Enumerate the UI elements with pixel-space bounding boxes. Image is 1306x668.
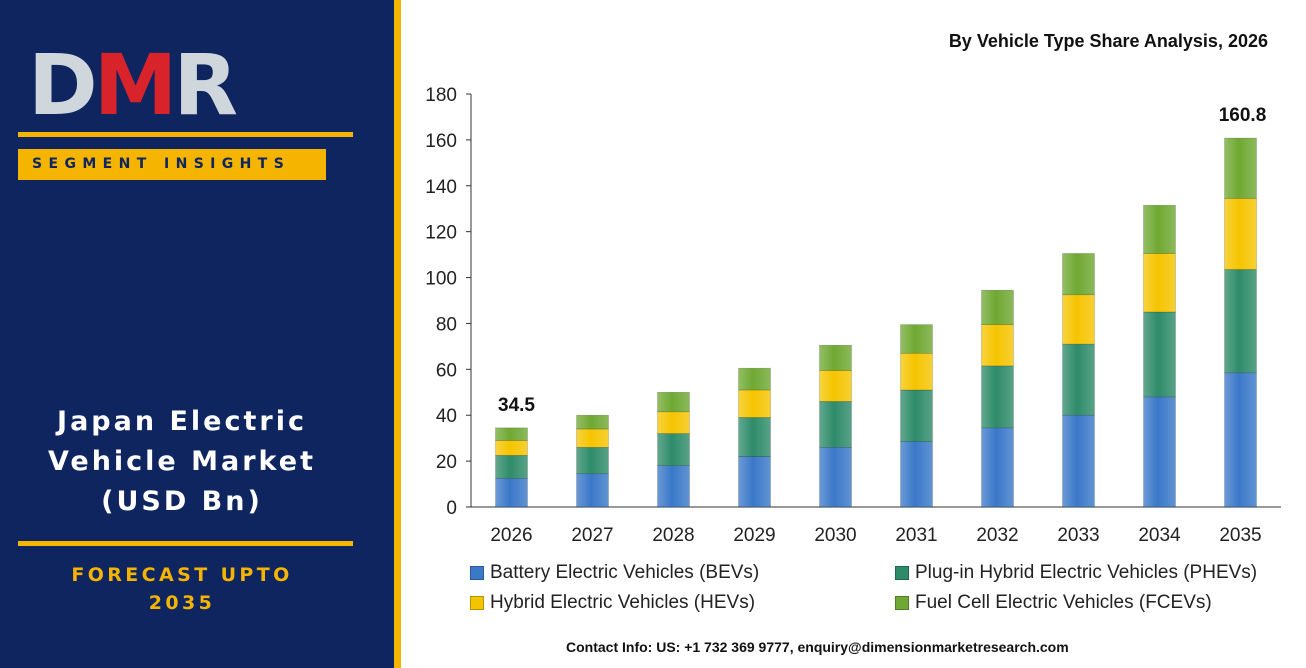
legend-swatch xyxy=(895,566,909,580)
bar-segment-2030-series-0 xyxy=(819,447,852,508)
bar-segment-2033-series-1 xyxy=(1062,343,1095,416)
legend-swatch xyxy=(470,566,484,580)
bar-segment-2030-series-3 xyxy=(819,344,852,371)
bar-segment-2032-series-0 xyxy=(981,427,1014,508)
legend-label: Battery Electric Vehicles (BEVs) xyxy=(490,562,760,583)
bar-segment-2029-series-3 xyxy=(738,367,771,391)
left-panel: DMR SEGMENT INSIGHTS Japan Electric Vehi… xyxy=(0,0,394,668)
bar-segment-2027-series-2 xyxy=(576,428,609,448)
data-label-2026: 34.5 xyxy=(498,395,535,416)
contact-info: Contact Info: US: +1 732 369 9777, enqui… xyxy=(566,639,1069,655)
bar-segment-2032-series-1 xyxy=(981,365,1014,429)
legend-label: Fuel Cell Electric Vehicles (FCEVs) xyxy=(915,592,1212,613)
bar-segment-2030-series-2 xyxy=(819,370,852,402)
bar-segment-2027-series-0 xyxy=(576,473,609,508)
bar-segment-2030-series-1 xyxy=(819,401,852,448)
y-tick-label: 140 xyxy=(425,177,457,198)
divider-top xyxy=(18,132,353,137)
bar-segment-2029-series-1 xyxy=(738,417,771,457)
legend-label: Hybrid Electric Vehicles (HEVs) xyxy=(490,592,756,613)
bar-segment-2033-series-2 xyxy=(1062,294,1095,345)
y-tick-label: 0 xyxy=(446,498,457,519)
chart-title: By Vehicle Type Share Analysis, 2026 xyxy=(948,31,1268,51)
y-tick-label: 160 xyxy=(425,131,457,152)
y-tick-label: 20 xyxy=(436,452,457,473)
logo-letter-r: R xyxy=(173,36,238,134)
legend-item-2: Hybrid Electric Vehicles (HEVs) xyxy=(470,592,755,614)
bar-segment-2028-series-1 xyxy=(657,433,690,467)
bar-segment-2035-series-2 xyxy=(1224,198,1257,270)
bar-segment-2031-series-0 xyxy=(900,441,933,508)
bar-segment-2031-series-3 xyxy=(900,324,933,354)
y-tick-label: 60 xyxy=(436,360,457,381)
legend-item-1: Plug-in Hybrid Electric Vehicles (PHEVs) xyxy=(895,562,1257,584)
bar-segment-2028-series-2 xyxy=(657,411,690,434)
x-tick-label: 2031 xyxy=(895,525,937,546)
y-tick-label: 100 xyxy=(425,269,457,290)
x-tick-label: 2034 xyxy=(1138,525,1181,546)
bar-segment-2035-series-1 xyxy=(1224,269,1257,374)
bar-segment-2028-series-3 xyxy=(657,391,690,413)
bar-segment-2026-series-2 xyxy=(495,440,528,456)
bar-segment-2028-series-0 xyxy=(657,465,690,508)
market-title-line-1: Japan Electric xyxy=(57,406,307,437)
bar-segment-2029-series-0 xyxy=(738,456,771,508)
bar-segment-2029-series-2 xyxy=(738,389,771,418)
bar-segment-2026-series-3 xyxy=(495,427,528,441)
bar-segment-2031-series-2 xyxy=(900,352,933,391)
x-tick-label: 2028 xyxy=(652,525,694,546)
bar-segment-2032-series-3 xyxy=(981,289,1014,325)
logo-letter-d: D xyxy=(28,36,98,134)
x-tick-label: 2027 xyxy=(571,525,613,546)
legend-item-3: Fuel Cell Electric Vehicles (FCEVs) xyxy=(895,592,1212,614)
bar-segment-2035-series-0 xyxy=(1224,372,1257,508)
legend-label: Plug-in Hybrid Electric Vehicles (PHEVs) xyxy=(915,562,1258,583)
bar-segment-2027-series-3 xyxy=(576,414,609,430)
bar-segment-2034-series-0 xyxy=(1143,396,1176,508)
forecast-label: FORECAST UPTO 2035 xyxy=(0,561,364,617)
forecast-line-1: FORECAST UPTO xyxy=(71,564,293,586)
x-tick-label: 2035 xyxy=(1219,525,1261,546)
bar-segment-2031-series-1 xyxy=(900,389,933,442)
x-tick-label: 2029 xyxy=(733,525,775,546)
bar-segment-2034-series-3 xyxy=(1143,204,1176,254)
market-title-line-2: Vehicle Market xyxy=(47,446,317,477)
y-tick-label: 180 xyxy=(425,85,457,106)
legend-swatch xyxy=(470,596,484,610)
x-tick-label: 2033 xyxy=(1057,525,1099,546)
bar-segment-2034-series-2 xyxy=(1143,253,1176,313)
bar-segment-2035-series-3 xyxy=(1224,137,1257,199)
x-tick-label: 2030 xyxy=(814,525,856,546)
bar-segment-2034-series-1 xyxy=(1143,311,1176,398)
data-label-2035: 160.8 xyxy=(1219,105,1267,126)
bar-segment-2026-series-1 xyxy=(495,455,528,479)
bar-segment-2033-series-0 xyxy=(1062,414,1095,508)
market-title-line-3: (USD Bn) xyxy=(101,486,263,517)
stacked-bar-chart: 0 20 40 60 80 100 120 140 160 180 2026 34.5 2027 2028… xyxy=(425,85,1281,546)
bar-segment-2033-series-3 xyxy=(1062,253,1095,296)
y-tick-label: 40 xyxy=(436,406,457,427)
forecast-line-2: 2035 xyxy=(148,592,216,614)
segment-insights-label: SEGMENT INSIGHTS xyxy=(18,149,326,180)
bar-segment-2027-series-1 xyxy=(576,447,609,475)
legend-item-0: Battery Electric Vehicles (BEVs) xyxy=(470,562,759,584)
bar-segment-2026-series-0 xyxy=(495,478,528,508)
divider-bottom xyxy=(18,541,353,546)
market-title: Japan Electric Vehicle Market (USD Bn) xyxy=(0,402,364,522)
y-tick-label: 80 xyxy=(436,314,457,335)
x-tick-label: 2032 xyxy=(976,525,1018,546)
x-tick-label: 2026 xyxy=(490,525,532,546)
y-tick-label: 120 xyxy=(425,223,457,244)
dmr-logo: DMR xyxy=(28,36,238,134)
gold-stripe xyxy=(394,0,401,668)
bar-segment-2032-series-2 xyxy=(981,324,1014,367)
logo-letter-m: M xyxy=(93,36,178,134)
legend-swatch xyxy=(895,596,909,610)
